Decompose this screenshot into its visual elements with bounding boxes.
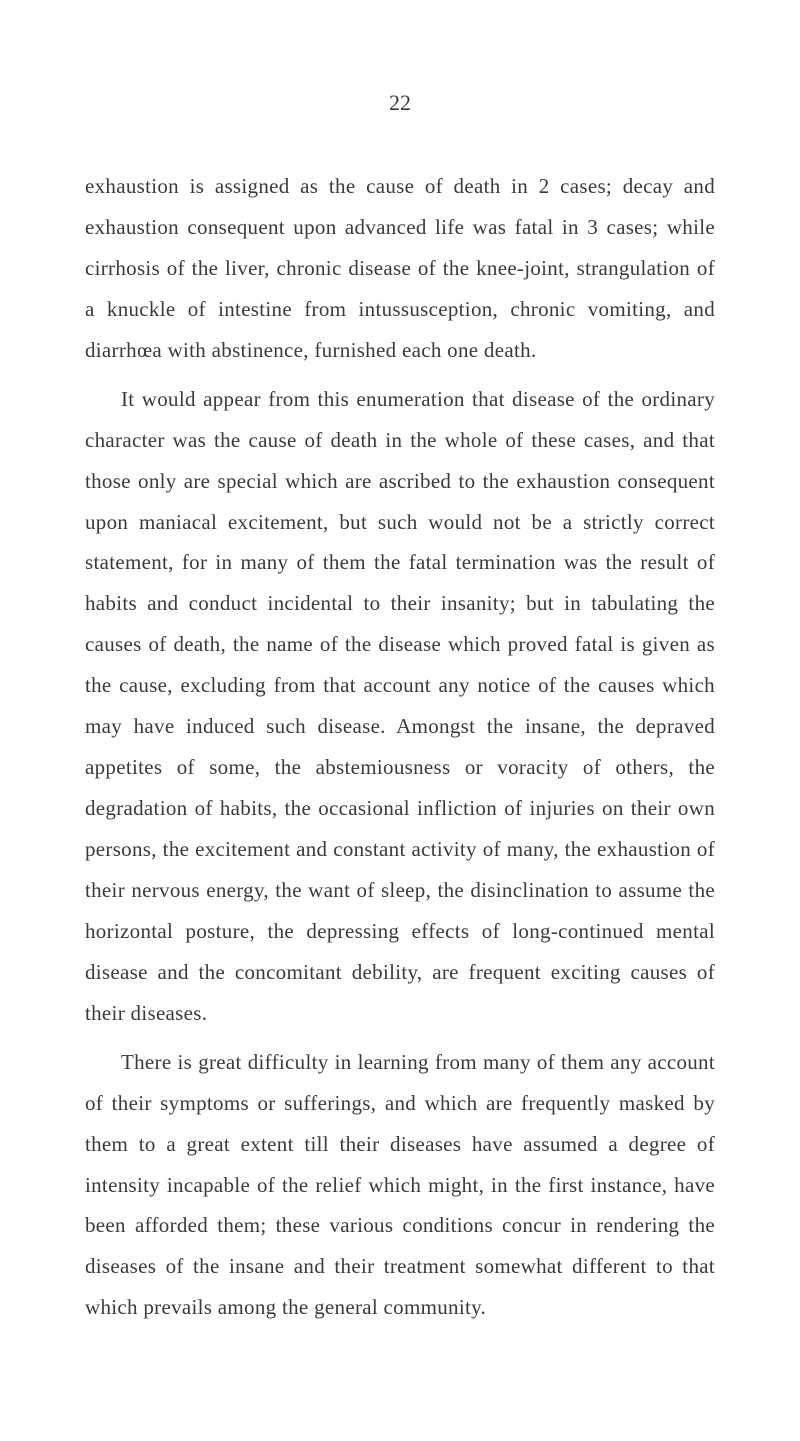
- paragraph-2: It would appear from this enumeration th…: [85, 379, 715, 1034]
- page-number: 22: [85, 90, 715, 116]
- paragraph-3: There is great difficulty in learning fr…: [85, 1042, 715, 1329]
- paragraph-1: exhaustion is assigned as the cause of d…: [85, 166, 715, 371]
